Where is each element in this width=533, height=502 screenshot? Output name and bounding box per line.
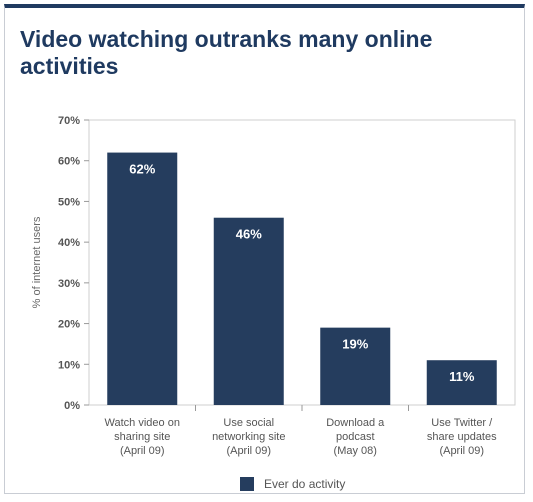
- category-label-line: (May 08): [334, 445, 377, 457]
- y-tick-label: 60%: [58, 156, 80, 168]
- category-label-line: Use Twitter /: [431, 417, 493, 429]
- data-label: 19%: [342, 337, 368, 352]
- bar: [426, 360, 497, 405]
- category-label-line: (April 09): [120, 445, 165, 457]
- y-axis-label: % of internet users: [31, 216, 43, 308]
- y-tick-label: 10%: [58, 359, 80, 371]
- category-label-line: Use social: [223, 417, 274, 429]
- y-tick-label: 30%: [58, 278, 80, 290]
- bar: [320, 327, 391, 405]
- category-label: Download a podcast (May 08): [326, 417, 385, 457]
- bar: [213, 217, 284, 405]
- data-label: 46%: [236, 227, 262, 242]
- category-label-line: share updates: [427, 431, 497, 443]
- legend-swatch: [240, 477, 254, 491]
- category-label: Watch video on sharing site (April 09): [105, 417, 180, 457]
- y-tick-label: 20%: [58, 319, 80, 331]
- category-label-line: networking site: [212, 431, 285, 443]
- category-label-line: Download a: [326, 417, 385, 429]
- category-label-line: (April 09): [226, 445, 271, 457]
- category-label-line: (April 09): [439, 445, 484, 457]
- y-tick-label: 70%: [58, 115, 80, 127]
- data-label: 11%: [449, 369, 475, 384]
- y-tick-label: 0%: [64, 400, 80, 412]
- category-label-line: Watch video on: [105, 417, 180, 429]
- category-label-line: sharing site: [114, 431, 170, 443]
- legend-label: Ever do activity: [264, 477, 345, 491]
- data-label: 62%: [129, 162, 155, 177]
- bar: [107, 152, 178, 405]
- category-label: Use Twitter / share updates (April 09): [427, 417, 497, 457]
- chart-title: Video watching outranks many online acti…: [20, 26, 433, 79]
- y-tick-label: 50%: [58, 196, 80, 208]
- category-label-line: podcast: [336, 431, 375, 443]
- category-label: Use social networking site (April 09): [212, 417, 285, 457]
- y-tick-label: 40%: [58, 237, 80, 249]
